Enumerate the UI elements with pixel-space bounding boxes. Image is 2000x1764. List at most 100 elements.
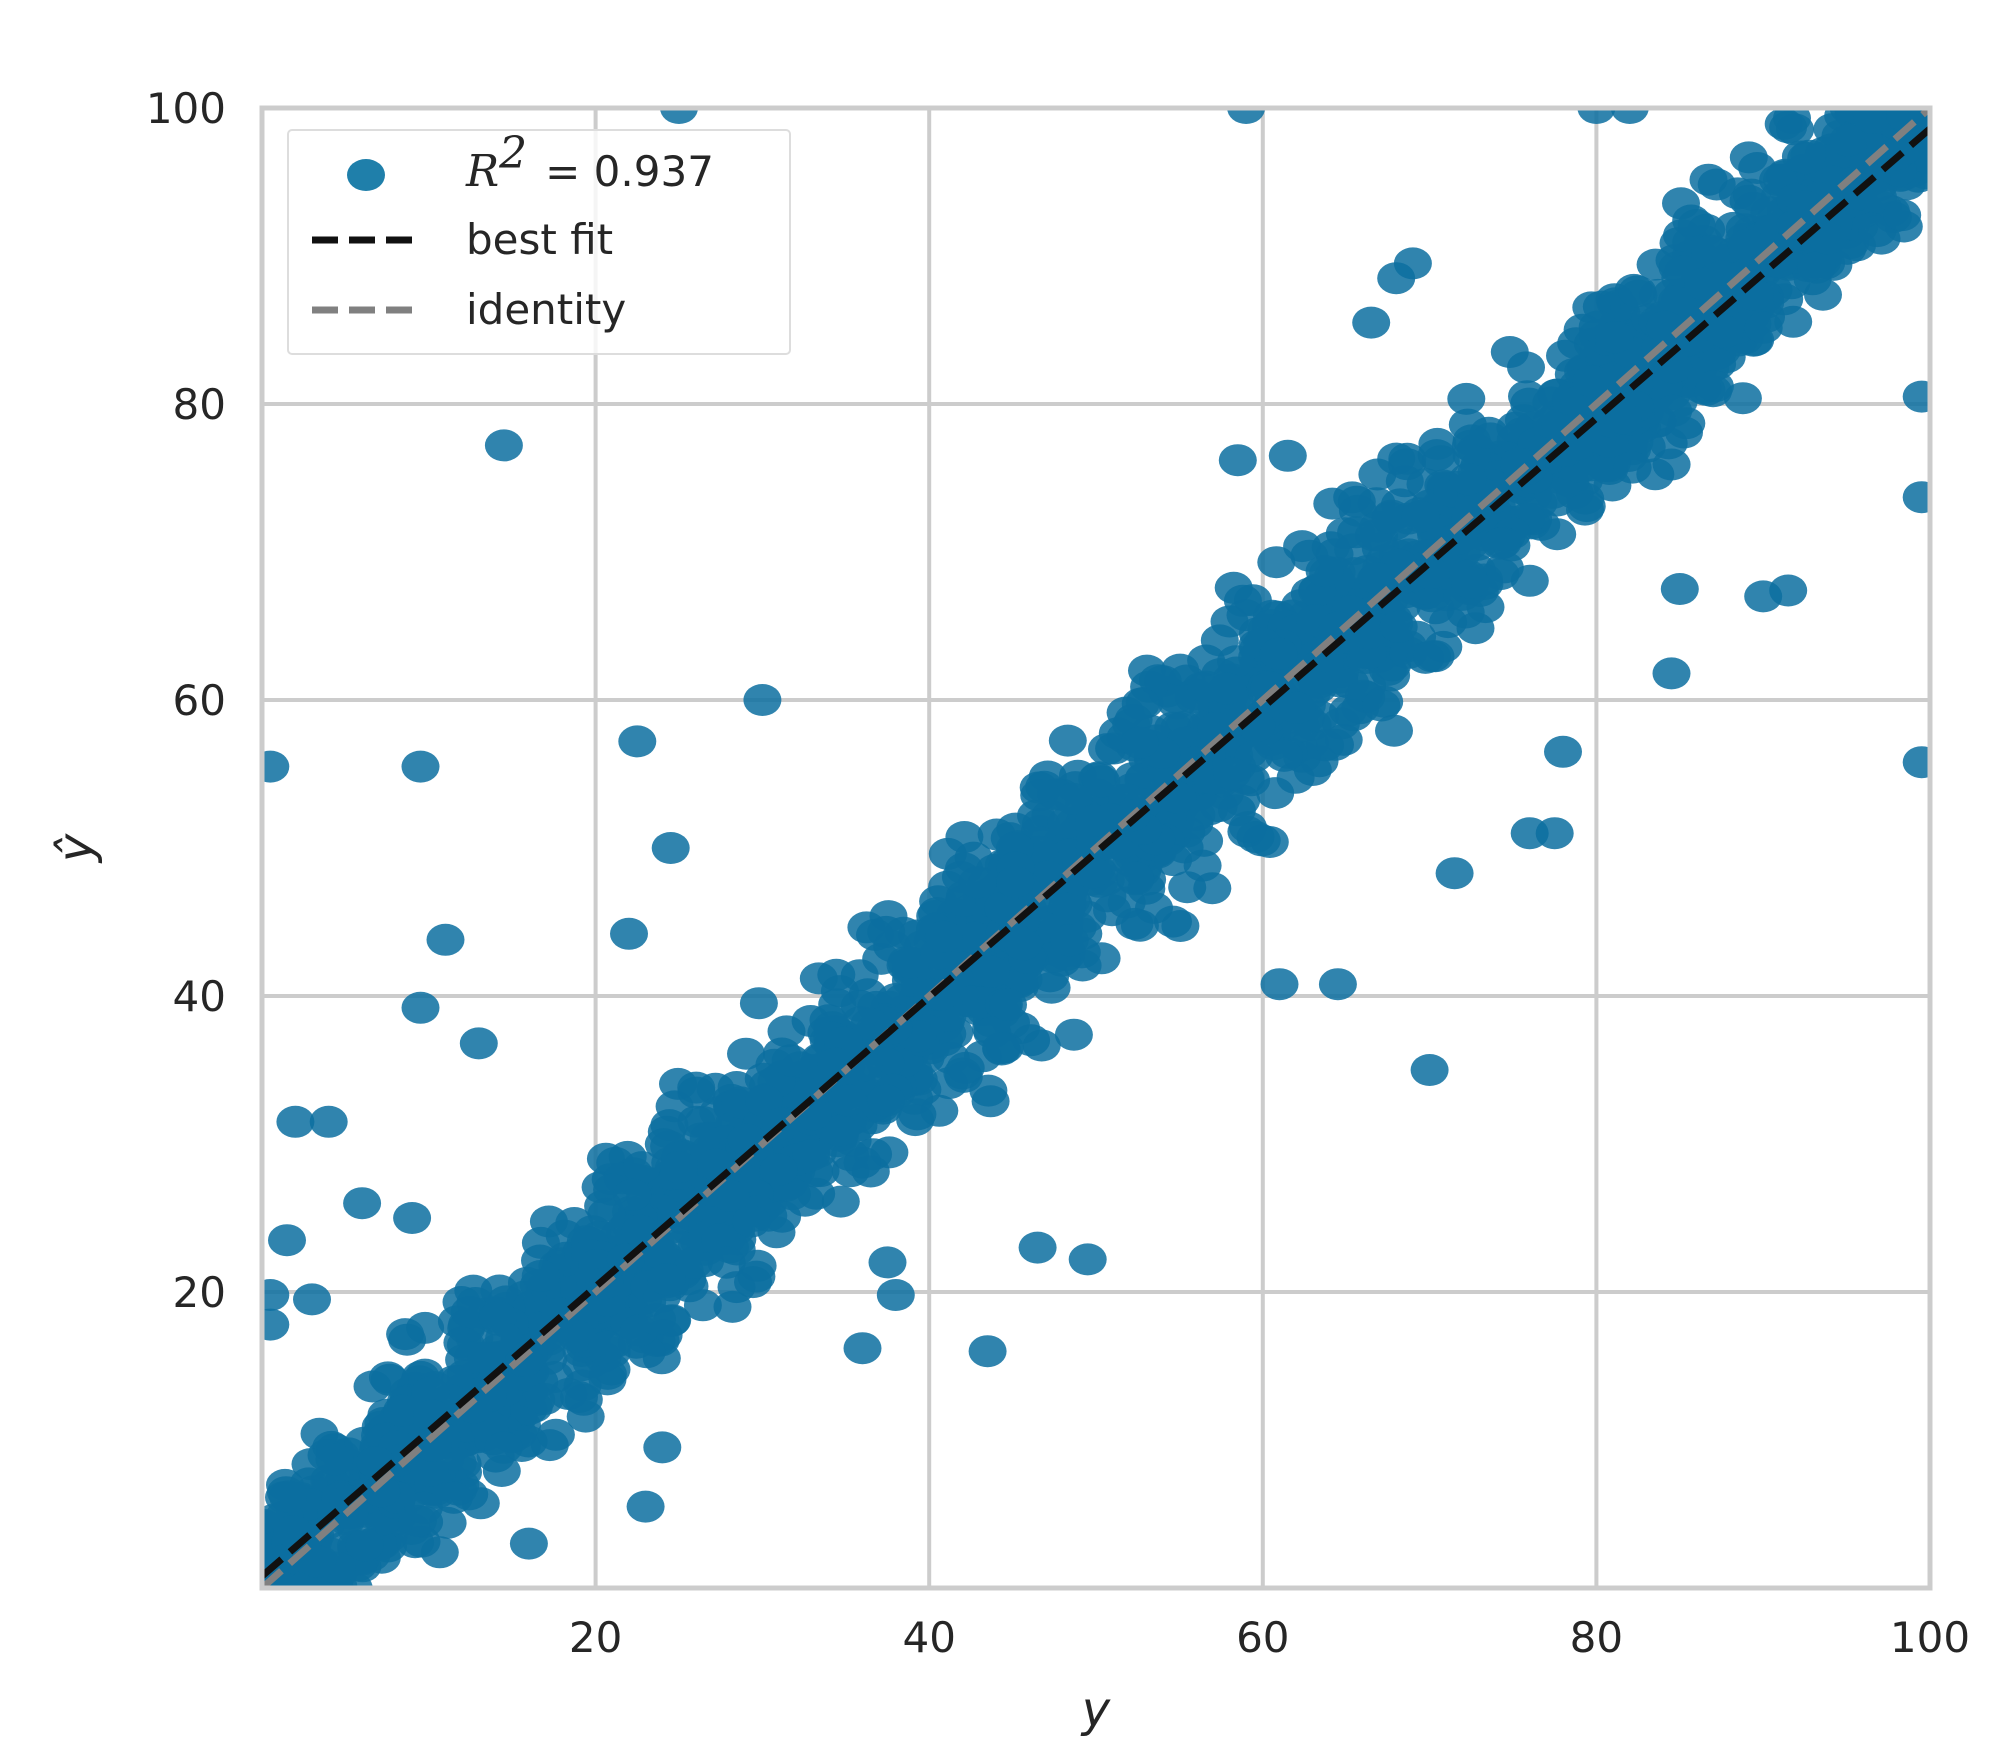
scatter-point — [1853, 108, 1892, 134]
scatter-point — [982, 1032, 1020, 1065]
y-tick-label: 60 — [173, 676, 226, 725]
x-tick-label: 40 — [902, 1613, 955, 1662]
scatter-point — [922, 978, 961, 1011]
scatter-point — [1610, 108, 1649, 124]
scatter-point — [411, 1376, 450, 1409]
scatter-point — [480, 1274, 519, 1307]
scatter-point — [1672, 204, 1711, 237]
scatter-point — [1268, 439, 1307, 472]
scatter-point — [509, 1527, 548, 1560]
scatter-point — [843, 1332, 882, 1365]
legend-box — [287, 129, 791, 355]
scatter-point — [1652, 657, 1691, 690]
scatter-point — [1481, 527, 1520, 560]
scatter-point — [1658, 284, 1697, 317]
scatter-point — [643, 1431, 682, 1464]
scatter-point — [821, 1114, 860, 1147]
scatter-point — [1260, 968, 1299, 1001]
scatter-point — [1695, 370, 1734, 403]
scatter-point — [1469, 416, 1508, 449]
scatter-point — [876, 1279, 915, 1311]
scatter-point — [821, 1185, 860, 1218]
scatter-point — [1412, 557, 1450, 590]
scatter-point — [1566, 493, 1604, 526]
scatter-point — [1744, 311, 1783, 344]
scatter-point — [969, 1074, 1008, 1107]
scatter-point — [388, 1323, 427, 1356]
scatter-point — [623, 1151, 661, 1184]
scatter-point — [459, 1027, 498, 1060]
scatter-point — [1218, 444, 1257, 477]
scatter-point — [1723, 382, 1762, 415]
scatter-point — [525, 1383, 564, 1415]
scatter-point — [1603, 402, 1642, 435]
scatter-point — [1447, 382, 1486, 415]
scatter-point — [268, 1224, 306, 1257]
scatter-point — [711, 1179, 750, 1212]
scatter-point — [1618, 275, 1657, 308]
scatter-point — [945, 821, 984, 853]
scatter-point — [1210, 605, 1249, 638]
scatter-point — [1004, 928, 1042, 961]
scatter-point — [1490, 336, 1529, 368]
x-tick-label: 100 — [1890, 1613, 1970, 1662]
scatter-point — [1577, 108, 1616, 124]
scatter-point — [1451, 566, 1490, 599]
scatter-point — [404, 1491, 443, 1524]
scatter-point — [971, 955, 1010, 988]
legend-marker-points — [347, 159, 385, 191]
scatter-point — [828, 1084, 867, 1117]
scatter-point — [293, 1283, 331, 1316]
scatter-points — [262, 108, 1930, 1588]
scatter-point — [1421, 445, 1460, 478]
scatter-point — [1214, 571, 1253, 604]
scatter-point — [426, 923, 465, 956]
scatter-point — [1362, 689, 1401, 722]
scatter-point — [763, 1200, 802, 1233]
scatter-point — [745, 1084, 783, 1117]
scatter-point — [1208, 672, 1247, 705]
scatter-point — [851, 1155, 890, 1188]
scatter-point — [1902, 481, 1930, 514]
scatter-point — [1410, 1054, 1449, 1086]
scatter-point — [1665, 416, 1703, 449]
scatter-point — [713, 1290, 752, 1323]
scatter-point — [1189, 793, 1228, 826]
x-tick-label: 20 — [569, 1613, 622, 1662]
scatter-point — [1804, 278, 1842, 311]
legend-best-fit-label: best fit — [466, 215, 613, 264]
scatter-point — [1595, 321, 1634, 354]
scatter-point — [309, 1105, 348, 1138]
scatter-point — [484, 429, 523, 462]
scatter-point — [1776, 113, 1815, 146]
scatter-point — [587, 1197, 626, 1230]
scatter-point — [536, 1418, 575, 1451]
scatter-point — [276, 1105, 315, 1138]
scatter-point — [1019, 771, 1058, 804]
y-tick-label: 100 — [146, 84, 226, 133]
scatter-point — [383, 1394, 422, 1427]
scatter-point — [345, 1529, 384, 1562]
scatter-point — [1377, 442, 1416, 475]
scatter-point — [867, 915, 906, 948]
scatter-point — [1075, 804, 1114, 837]
scatter-point — [647, 1263, 686, 1296]
scatter-point — [393, 1202, 432, 1234]
scatter-point — [1120, 909, 1159, 942]
scatter-point — [1161, 910, 1200, 942]
scatter-point — [1689, 163, 1728, 196]
scatter-point — [613, 1178, 652, 1211]
x-tick-label: 60 — [1236, 1613, 1289, 1662]
scatter-point — [1372, 659, 1411, 692]
scatter-point — [1265, 739, 1303, 772]
scatter-point — [1448, 463, 1487, 496]
scatter-point — [1808, 222, 1847, 255]
scatter-point — [618, 725, 657, 758]
y-tick-label: 40 — [173, 972, 226, 1021]
scatter-point — [659, 1067, 697, 1100]
scatter-point — [638, 1303, 676, 1336]
scatter-point — [1572, 365, 1611, 398]
scatter-point — [896, 1104, 935, 1137]
